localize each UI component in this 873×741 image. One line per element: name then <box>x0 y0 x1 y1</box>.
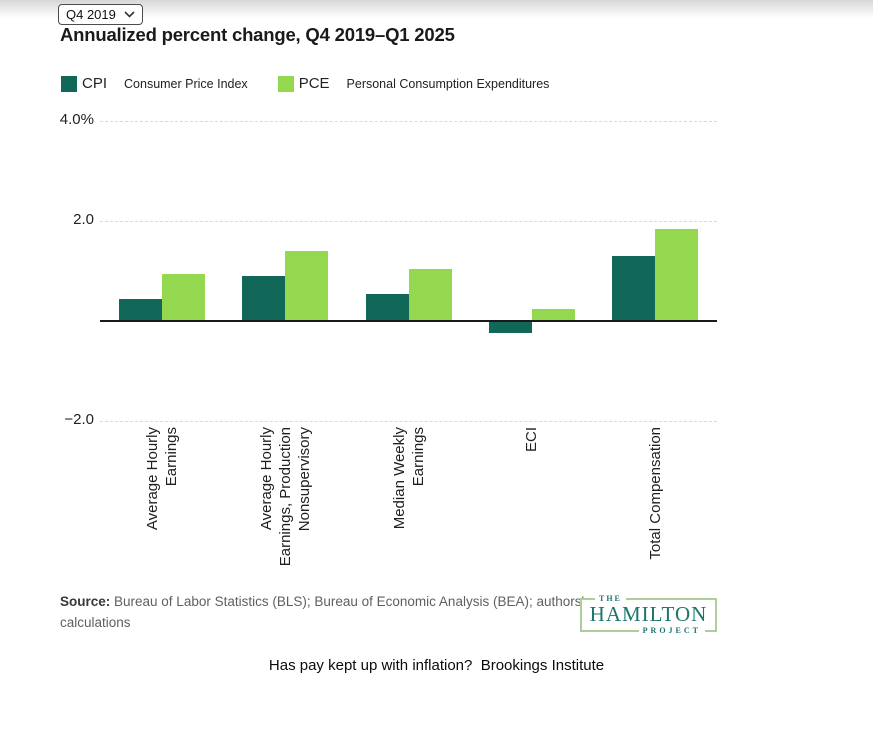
bar-pce <box>409 269 452 321</box>
legend-description: Consumer Price Index <box>124 76 248 91</box>
page-title: Annualized percent change, Q4 2019–Q1 20… <box>60 24 455 45</box>
caption: Has pay kept up with inflation? Brooking… <box>268 657 605 674</box>
x-axis-category-label-text: ECI <box>523 427 540 453</box>
source-note: Source: Bureau of Labor Statistics (BLS)… <box>60 591 605 633</box>
pce-swatch-icon <box>277 75 294 92</box>
bar-pce <box>285 251 328 321</box>
chevron-down-icon <box>124 11 135 18</box>
bar-cpi <box>489 321 532 333</box>
source-text: Bureau of Labor Statistics (BLS); Bureau… <box>60 594 585 630</box>
x-axis-category-label-text: Average Hourly Earnings <box>144 427 180 531</box>
gridline <box>100 421 717 422</box>
y-axis-tick-label: 4.0% <box>59 111 94 128</box>
logo-the-text: THE <box>595 594 626 603</box>
legend-key: PCE <box>298 75 330 92</box>
x-axis-category-label-text: Total Compensation <box>647 427 664 560</box>
cpi-swatch-icon <box>61 75 77 92</box>
bar-pce <box>162 274 205 321</box>
bar-pce <box>655 229 698 321</box>
gridline <box>100 121 717 122</box>
x-axis-line <box>100 320 717 322</box>
legend: CPI Consumer Price Index PCE Personal Co… <box>61 75 549 92</box>
x-axis-category-label-text: Median Weekly Earnings <box>391 427 427 530</box>
gridline <box>100 221 717 222</box>
period-select-value: Q4 2019 <box>66 7 116 22</box>
source-label: Source: <box>60 594 111 609</box>
y-axis-tick-label: −2.0 <box>64 411 94 428</box>
top-gradient <box>0 0 873 18</box>
x-axis-category-label-text: Average Hourly Earnings, Production Nonsup… <box>258 427 313 567</box>
legend-item-pce: PCE Personal Consumption Expenditures <box>277 75 550 92</box>
legend-item-cpi: CPI Consumer Price Index <box>61 75 248 92</box>
logo-name-text: HAMILTON <box>589 602 708 626</box>
hamilton-project-logo: THE HAMILTON PROJECT <box>580 594 717 635</box>
legend-description: Personal Consumption Expenditures <box>346 76 550 91</box>
period-select[interactable]: Q4 2019 <box>58 4 143 25</box>
bar-cpi <box>242 276 285 321</box>
bar-cpi <box>612 256 655 321</box>
y-axis-tick-label: 2.0 <box>73 211 94 228</box>
bar-cpi <box>366 294 409 321</box>
bar-cpi <box>119 299 162 321</box>
legend-key: CPI <box>82 75 108 92</box>
bar-pce <box>532 309 575 321</box>
logo-project-text: PROJECT <box>638 626 705 635</box>
